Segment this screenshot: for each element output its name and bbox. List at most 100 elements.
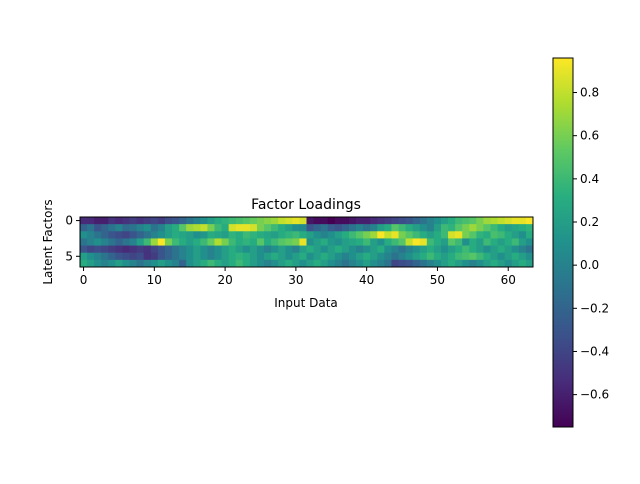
- colorbar-tick-label: −0.4: [580, 344, 609, 358]
- heatmap-cell: [405, 224, 414, 232]
- heatmap-cell: [455, 217, 463, 225]
- heatmap-cell: [115, 259, 123, 268]
- heatmap-cell: [341, 238, 350, 246]
- heatmap-cell: [306, 252, 314, 261]
- heatmap-cell: [313, 231, 322, 239]
- heatmap-cell: [469, 238, 477, 246]
- heatmap-cell: [108, 224, 116, 232]
- heatmap-cell: [419, 231, 428, 239]
- heatmap-cell: [448, 224, 456, 232]
- heatmap-cell: [320, 238, 329, 246]
- heatmap-cell: [172, 217, 180, 225]
- heatmap-cell: [370, 224, 378, 232]
- heatmap-cell: [448, 238, 456, 246]
- heatmap-cell: [164, 224, 173, 232]
- heatmap-cell: [271, 245, 279, 254]
- heatmap-cell: [278, 224, 286, 232]
- heatmap-cell: [207, 259, 215, 268]
- heatmap-cell: [412, 224, 421, 232]
- heatmap-cell: [455, 238, 463, 246]
- heatmap-cell: [525, 252, 534, 261]
- heatmap-cell: [214, 231, 222, 239]
- heatmap-cell: [129, 224, 138, 232]
- heatmap-cell: [363, 245, 371, 254]
- heatmap-cell: [242, 245, 251, 254]
- heatmap-cell: [433, 238, 442, 246]
- heatmap-cell: [87, 217, 95, 225]
- heatmap-cell: [469, 217, 477, 225]
- heatmap-cell: [221, 259, 230, 268]
- heatmap-cell: [327, 245, 336, 254]
- heatmap-cell: [476, 238, 484, 246]
- heatmap-cell: [214, 224, 222, 232]
- heatmap-cell: [164, 217, 173, 225]
- heatmap-cell: [235, 238, 244, 246]
- heatmap-cell: [334, 252, 343, 261]
- heatmap-cell: [264, 231, 272, 239]
- heatmap-cell: [448, 252, 456, 261]
- heatmap-cell: [462, 259, 470, 268]
- heatmap-cell: [313, 245, 322, 254]
- heatmap-cell: [356, 217, 364, 225]
- heatmap-cell: [306, 217, 314, 225]
- heatmap-cell: [115, 245, 123, 254]
- y-axis-ticks: 05: [65, 214, 80, 263]
- heatmap-cell: [80, 217, 88, 225]
- heatmap-cell: [398, 252, 406, 261]
- heatmap-cell: [348, 245, 357, 254]
- heatmap-cell: [462, 231, 470, 239]
- heatmap-cell: [129, 217, 138, 225]
- heatmap-cell: [370, 238, 378, 246]
- heatmap-cell: [242, 252, 251, 261]
- heatmap-cell: [518, 217, 527, 225]
- heatmap-cell: [327, 217, 336, 225]
- heatmap-cell: [193, 238, 201, 246]
- heatmap-cell: [313, 252, 322, 261]
- heatmap-cell: [136, 224, 145, 232]
- heatmap-cell: [193, 252, 201, 261]
- heatmap-cell: [164, 231, 173, 239]
- heatmap-cell: [115, 217, 123, 225]
- heatmap-cell: [235, 231, 244, 239]
- heatmap-cell: [497, 238, 506, 246]
- heatmap-cell: [384, 259, 392, 268]
- heatmap-cell: [525, 224, 534, 232]
- heatmap-cell: [363, 238, 371, 246]
- heatmap-cell: [384, 231, 392, 239]
- heatmap-cell: [497, 259, 506, 268]
- heatmap-cell: [377, 252, 385, 261]
- heatmap-cell: [398, 217, 406, 225]
- heatmap-cell: [334, 217, 343, 225]
- x-tick-label: 0: [80, 273, 88, 287]
- heatmap-cell: [87, 252, 95, 261]
- heatmap-cell: [504, 259, 513, 268]
- heatmap-cell: [327, 252, 336, 261]
- heatmap-cell: [440, 231, 449, 239]
- heatmap-cell: [483, 259, 491, 268]
- heatmap-cell: [101, 238, 109, 246]
- heatmap-cell: [94, 252, 102, 261]
- heatmap-cell: [157, 259, 166, 268]
- heatmap-cell: [221, 238, 230, 246]
- heatmap-cell: [150, 238, 159, 246]
- heatmap-cell: [256, 238, 265, 246]
- colorbar-tick-label: −0.6: [580, 388, 609, 402]
- heatmap-cell: [490, 217, 499, 225]
- heatmap-cell: [164, 259, 173, 268]
- heatmap-cell: [426, 231, 435, 239]
- heatmap-cell: [391, 245, 399, 254]
- heatmap-cell: [80, 224, 88, 232]
- heatmap-cell: [405, 217, 414, 225]
- heatmap-cell: [440, 224, 449, 232]
- heatmap-cell: [278, 245, 286, 254]
- heatmap-cell: [511, 252, 520, 261]
- heatmap-cell: [228, 259, 237, 268]
- heatmap-cell: [157, 217, 166, 225]
- heatmap-cell: [221, 252, 230, 261]
- heatmap-cell: [249, 245, 258, 254]
- heatmap-cell: [448, 217, 456, 225]
- heatmap-cell: [228, 217, 237, 225]
- heatmap-cell: [278, 238, 286, 246]
- heatmap-cell: [334, 238, 343, 246]
- heatmap-cell: [490, 238, 499, 246]
